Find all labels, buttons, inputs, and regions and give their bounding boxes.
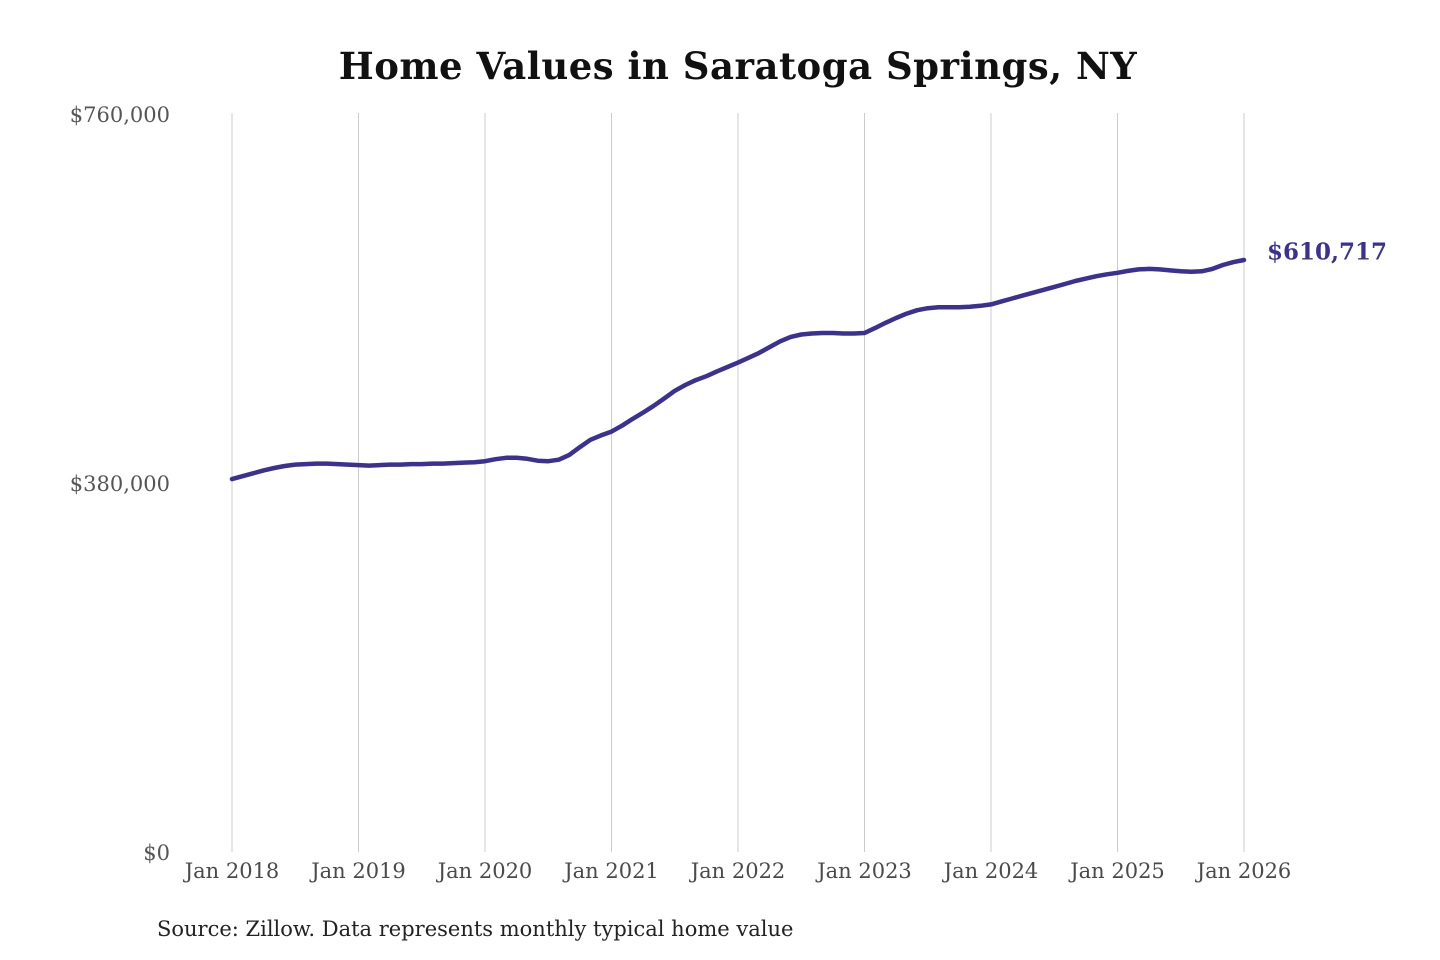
x-tick-label: Jan 2026 [1196,859,1292,883]
y-tick-label: $0 [143,841,170,865]
x-tick-label: Jan 2025 [1070,859,1165,883]
x-tick-label: Jan 2022 [690,859,786,883]
x-tick-label: Jan 2018 [184,859,280,883]
x-tick-label: Jan 2019 [311,859,406,883]
end-value-annotation: $610,717 [1267,238,1388,266]
y-tick-label: $760,000 [69,103,170,127]
source-note: Source: Zillow. Data represents monthly … [157,917,794,941]
home-value-line [229,257,1247,482]
x-tick-label: Jan 2023 [817,859,912,883]
y-tick-label: $380,000 [69,472,170,496]
x-tick-label: Jan 2021 [564,859,659,883]
x-tick-label: Jan 2024 [943,859,1039,883]
chart-title: Home Values in Saratoga Springs, NY [338,44,1138,88]
x-tick-label: Jan 2020 [437,859,533,883]
